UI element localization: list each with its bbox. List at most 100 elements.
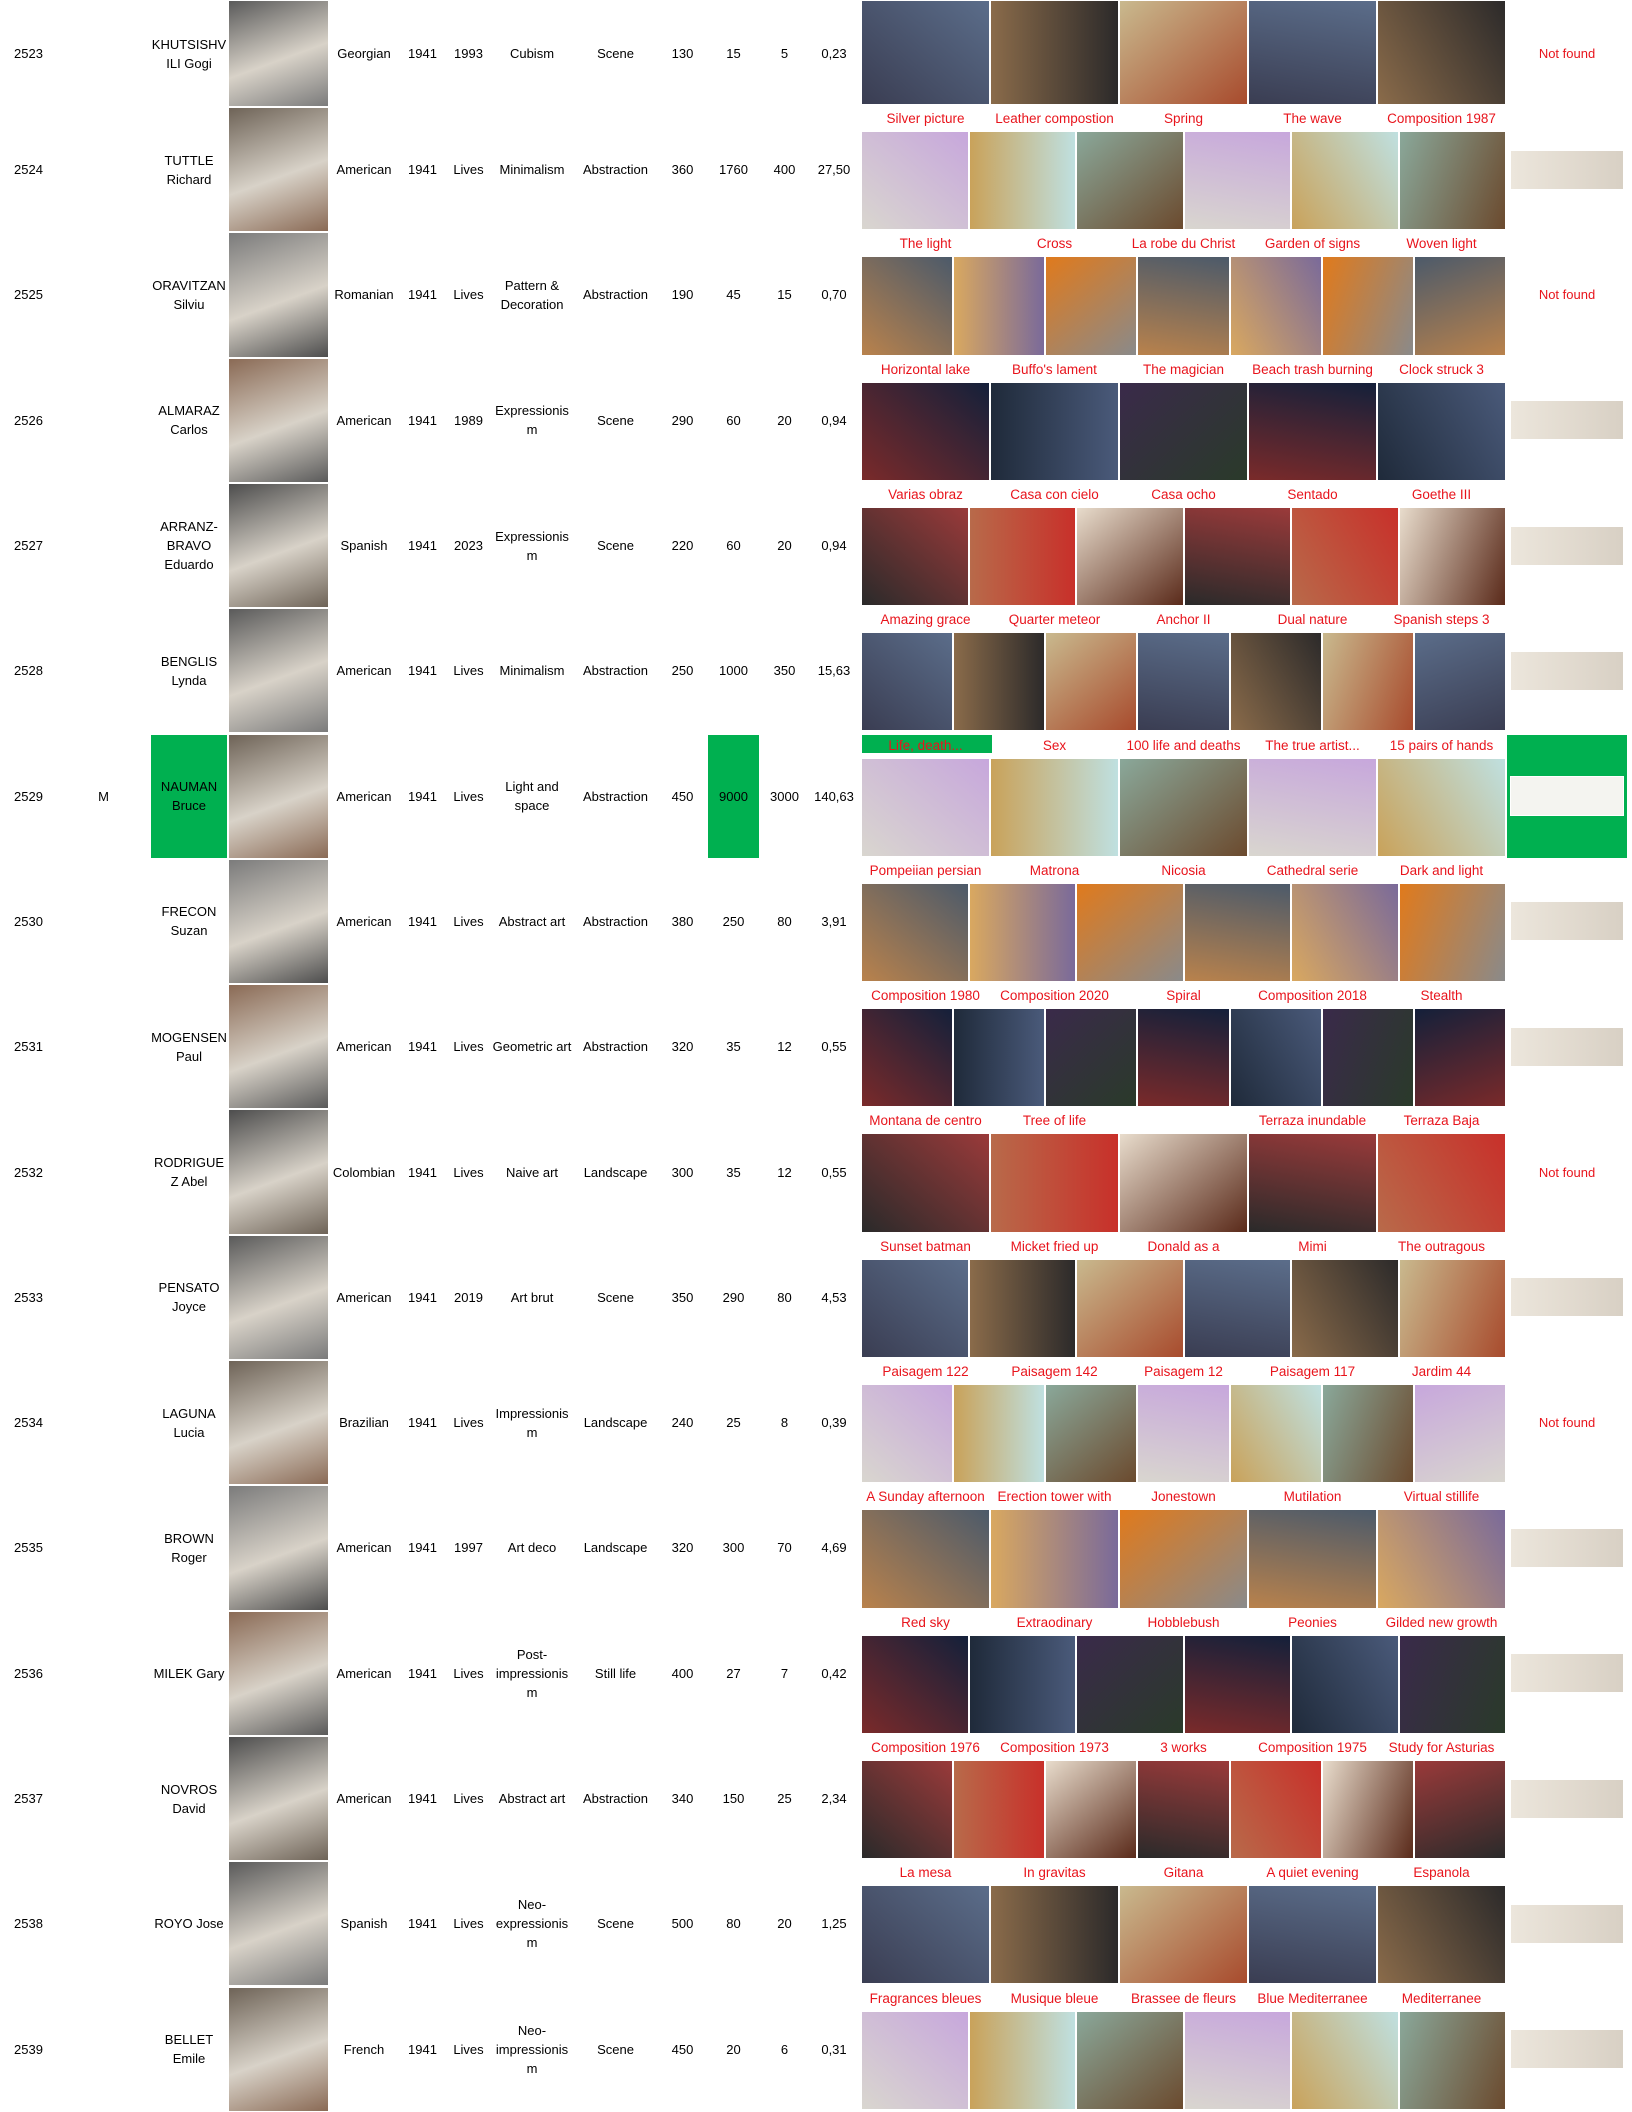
v2-cell: 9000	[719, 788, 748, 804]
signature-image	[1510, 149, 1624, 190]
artwork-image	[861, 1008, 954, 1108]
artist-photo	[228, 1735, 329, 1862]
artwork-image	[1137, 1008, 1230, 1108]
artwork-title: Jardim 44	[1411, 1364, 1472, 1379]
genre-cell: Abstraction	[582, 1791, 649, 1807]
v2-cell: 300	[722, 1540, 745, 1556]
artist-photo	[228, 1234, 329, 1360]
artwork-image	[1291, 1258, 1399, 1358]
artwork-title: Tree of life	[1022, 1113, 1087, 1129]
v4-cell: 0,42	[821, 1665, 847, 1681]
death-cell: 1993	[454, 46, 483, 61]
id-cell: 2532	[14, 1164, 43, 1180]
name-cell: ROYO Jose	[154, 1916, 224, 1932]
artwork-title: Composition 1973	[1000, 1739, 1109, 1755]
death-cell: Lives	[453, 1164, 484, 1180]
v2-cell: 290	[722, 1289, 745, 1305]
artwork-image	[968, 1258, 1076, 1358]
artwork-image	[1076, 506, 1184, 607]
v3-cell: 5	[780, 46, 789, 61]
id-cell: 2531	[14, 1039, 43, 1055]
genre-cell: Scene	[597, 2041, 634, 2057]
v2-cell: 27	[726, 1665, 741, 1681]
artwork-title: Donald as a	[1147, 1238, 1220, 1254]
artwork-title: Peonies	[1288, 1614, 1337, 1630]
death-cell: Lives	[453, 162, 484, 178]
artwork-image	[1229, 632, 1322, 732]
artwork-image	[861, 1384, 954, 1484]
v1-cell: 300	[671, 1164, 694, 1180]
signature-image	[1510, 2029, 1624, 2070]
v2-cell: 60	[726, 412, 741, 428]
v3-cell: 20	[777, 538, 792, 554]
genre-cell: Scene	[597, 1289, 634, 1305]
movement-cell: Minimalism	[499, 162, 565, 178]
birth-cell: 1941	[408, 412, 437, 428]
artwork-title: Brassee de fleurs	[1130, 1990, 1237, 2006]
v2-cell: 45	[726, 287, 741, 303]
artwork-title: Beach trash burning	[1252, 361, 1373, 377]
birth-cell: 1941	[408, 162, 437, 178]
v4-cell: 3,91	[821, 913, 847, 929]
artwork-image	[1291, 882, 1399, 983]
artwork-image	[861, 1509, 990, 1609]
artwork-title: A quiet evening	[1266, 1865, 1359, 1881]
birth-cell: 1941	[408, 1289, 437, 1305]
artwork-image	[1137, 1759, 1230, 1860]
genre-cell: Scene	[597, 538, 634, 554]
artwork-image	[968, 131, 1076, 231]
artwork-image	[1076, 131, 1184, 231]
v2-cell: 80	[726, 1916, 741, 1932]
artwork-title: Terraza inundable	[1258, 1113, 1367, 1129]
artwork-image	[990, 381, 1119, 481]
v1-cell: 190	[671, 287, 694, 303]
artist-photo	[228, 107, 329, 233]
v3-cell: 20	[777, 412, 792, 428]
artwork-title: Amazing grace	[880, 612, 971, 628]
artwork-title: A Sunday afternoon	[866, 1489, 985, 1505]
artwork-image	[953, 1384, 1046, 1484]
artwork-title: La robe du Christ	[1131, 236, 1236, 252]
artwork-title: Montana de centro	[869, 1113, 982, 1129]
v3-cell: 12	[777, 1164, 792, 1180]
name-cell: NOVROS David	[160, 1781, 218, 1816]
artwork-image	[1137, 1384, 1230, 1484]
artwork-title: 15 pairs of hands	[1389, 737, 1494, 753]
artwork-image	[953, 1759, 1046, 1860]
movement-cell: Expressionism	[495, 403, 569, 438]
artwork-image	[1377, 1509, 1506, 1609]
signature-image	[1510, 1527, 1624, 1568]
artwork-image	[1398, 1258, 1506, 1358]
genre-cell: Still life	[594, 1665, 637, 1681]
artwork-image	[1229, 1384, 1322, 1484]
artwork-title: Stealth	[1420, 988, 1463, 1004]
name-cell: MOGENSEN Paul	[151, 1029, 227, 1064]
movement-cell: Light and space	[505, 779, 559, 814]
signature-status: Not found	[1538, 46, 1596, 61]
artist-photo	[228, 984, 329, 1110]
artwork-title: Composition 1975	[1258, 1739, 1367, 1755]
v3-cell: 70	[777, 1540, 792, 1556]
v3-cell: 25	[777, 1791, 792, 1807]
artwork-title: Gilded new growth	[1385, 1614, 1498, 1630]
nationality-cell: Spanish	[340, 538, 388, 554]
name-cell: BELLET Emile	[164, 2032, 214, 2067]
artwork-title: The true artist...	[1265, 737, 1360, 753]
artwork-image	[1119, 0, 1248, 105]
artwork-image	[1045, 632, 1138, 732]
death-cell: Lives	[453, 1791, 484, 1807]
artwork-image	[1119, 1885, 1248, 1985]
artwork-title: Hobblebush	[1147, 1614, 1220, 1630]
v1-cell: 240	[671, 1415, 694, 1431]
artwork-image	[1291, 1634, 1399, 1734]
v1-cell: 500	[671, 1916, 694, 1932]
id-cell: 2523	[14, 46, 43, 61]
genre-cell: Abstraction	[582, 1039, 649, 1055]
name-cell: ARRANZ-BRAVO Eduardo	[160, 519, 218, 573]
id-cell: 2527	[14, 538, 43, 554]
artwork-title: Spanish steps 3	[1393, 612, 1490, 628]
artwork-title: The magician	[1142, 361, 1225, 377]
birth-cell: 1941	[408, 538, 437, 554]
movement-cell: Neo-impressionism	[495, 2022, 569, 2076]
nationality-cell: American	[336, 913, 392, 929]
